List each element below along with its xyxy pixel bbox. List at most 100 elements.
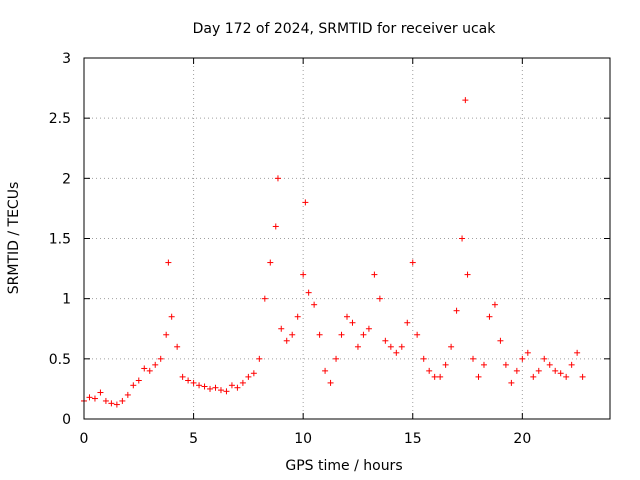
data-point bbox=[382, 337, 389, 344]
x-tick-label: 5 bbox=[189, 431, 198, 447]
y-tick-label: 0.5 bbox=[49, 352, 71, 368]
x-tick-label: 20 bbox=[513, 431, 531, 447]
data-point bbox=[311, 301, 318, 308]
data-point bbox=[470, 355, 477, 362]
grid-lines bbox=[84, 58, 610, 419]
data-point bbox=[360, 331, 367, 338]
data-point bbox=[437, 373, 444, 380]
data-point bbox=[502, 361, 509, 368]
data-point bbox=[212, 384, 219, 391]
data-point bbox=[376, 295, 383, 302]
data-point bbox=[245, 373, 252, 380]
data-point bbox=[97, 389, 104, 396]
data-point bbox=[174, 343, 181, 350]
data-point bbox=[289, 331, 296, 338]
data-point bbox=[453, 307, 460, 314]
x-axis-label: GPS time / hours bbox=[285, 458, 402, 474]
data-point bbox=[365, 325, 372, 332]
data-point bbox=[371, 271, 378, 278]
data-point bbox=[524, 349, 531, 356]
data-point bbox=[333, 355, 340, 362]
data-point bbox=[574, 349, 581, 356]
data-point bbox=[185, 377, 192, 384]
data-point bbox=[462, 97, 469, 104]
data-point bbox=[217, 387, 224, 394]
data-point bbox=[459, 235, 466, 242]
data-point bbox=[420, 355, 427, 362]
data-point bbox=[274, 175, 281, 182]
data-point bbox=[409, 259, 416, 266]
x-tick-label: 10 bbox=[294, 431, 312, 447]
data-point bbox=[278, 325, 285, 332]
data-point bbox=[486, 313, 493, 320]
data-point bbox=[190, 379, 197, 386]
data-point bbox=[283, 337, 290, 344]
data-point bbox=[207, 385, 214, 392]
data-point bbox=[563, 373, 570, 380]
data-point bbox=[302, 199, 309, 206]
y-tick-label: 2.5 bbox=[49, 111, 71, 127]
data-point bbox=[223, 388, 230, 395]
data-point bbox=[448, 343, 455, 350]
y-tick-label: 3 bbox=[62, 51, 71, 67]
data-point bbox=[201, 383, 208, 390]
data-point bbox=[261, 295, 268, 302]
data-point bbox=[338, 331, 345, 338]
data-point bbox=[86, 394, 93, 401]
data-point bbox=[300, 271, 307, 278]
data-point bbox=[316, 331, 323, 338]
data-point bbox=[475, 373, 482, 380]
x-tick-label: 0 bbox=[80, 431, 89, 447]
data-point bbox=[552, 367, 559, 374]
data-point bbox=[546, 361, 553, 368]
data-point bbox=[239, 379, 246, 386]
data-point bbox=[179, 373, 186, 380]
data-point bbox=[404, 319, 411, 326]
y-tick-label: 0 bbox=[62, 412, 71, 428]
y-tick-label: 2 bbox=[62, 171, 71, 187]
data-point bbox=[124, 391, 131, 398]
data-point bbox=[497, 337, 504, 344]
data-point bbox=[530, 373, 537, 380]
y-axis-label: SRMTID / TECUs bbox=[6, 182, 22, 295]
data-point bbox=[519, 355, 526, 362]
data-point bbox=[294, 313, 301, 320]
data-point bbox=[327, 379, 334, 386]
data-point bbox=[349, 319, 356, 326]
data-point bbox=[541, 355, 548, 362]
x-tick-labels: 0 5 10 15 20 bbox=[80, 431, 532, 447]
data-point bbox=[119, 397, 126, 404]
data-point bbox=[234, 384, 241, 391]
data-point bbox=[344, 313, 350, 320]
y-tick-labels: 0 0.5 1 1.5 2 2.5 3 bbox=[49, 51, 71, 428]
data-point bbox=[464, 271, 471, 278]
data-point bbox=[535, 367, 542, 374]
data-point bbox=[480, 361, 487, 368]
y-tick-label: 1 bbox=[62, 292, 71, 308]
data-point bbox=[165, 259, 172, 266]
data-point bbox=[250, 370, 257, 377]
data-point bbox=[354, 343, 361, 350]
data-point bbox=[108, 400, 115, 407]
data-point bbox=[491, 301, 498, 308]
data-point bbox=[398, 343, 405, 350]
data-point bbox=[442, 361, 449, 368]
data-point bbox=[113, 401, 120, 408]
data-point bbox=[141, 365, 148, 372]
data-point bbox=[431, 373, 438, 380]
data-point bbox=[135, 377, 142, 384]
x-tick-label: 15 bbox=[404, 431, 422, 447]
data-point bbox=[267, 259, 274, 266]
data-point bbox=[568, 361, 575, 368]
data-point bbox=[91, 395, 98, 402]
data-point bbox=[130, 382, 137, 389]
data-point bbox=[414, 331, 421, 338]
data-point bbox=[557, 370, 564, 377]
data-point bbox=[157, 355, 164, 362]
data-point bbox=[146, 367, 153, 374]
data-point bbox=[228, 382, 235, 389]
data-point bbox=[393, 349, 400, 356]
data-point bbox=[387, 343, 394, 350]
data-point bbox=[168, 313, 175, 320]
